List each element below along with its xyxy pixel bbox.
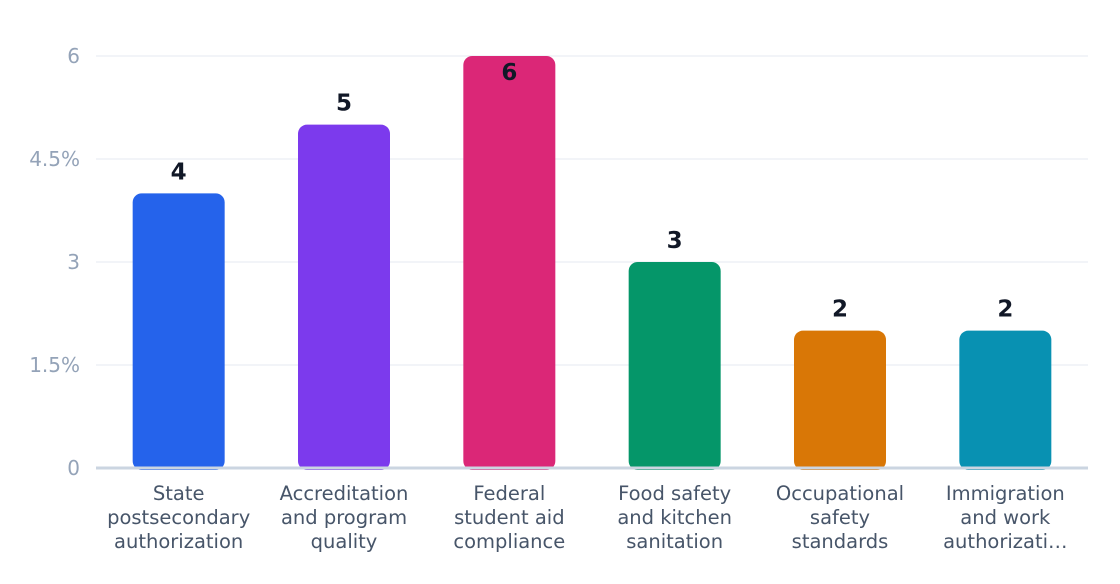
bar [959,330,1052,470]
y-tick-label: 1.5% [29,353,80,377]
x-tick-label: Food safety [618,482,731,505]
y-tick-label: 0 [67,456,80,480]
bars [132,56,1052,471]
x-tick-label: quality [311,530,378,553]
y-tick-label: 3 [67,250,80,274]
x-tick-label: Occupational [776,482,904,505]
x-tick-label: standards [792,530,889,553]
x-tick-label: Immigration [946,482,1065,505]
y-tick-label: 4.5% [29,147,80,171]
bar [298,124,390,471]
bar [794,330,886,470]
data-label: 2 [832,297,848,323]
x-tick-label: Federal [473,482,545,505]
x-tick-label: postsecondary [107,506,250,529]
data-label: 3 [667,228,683,254]
x-tick-label: safety [810,506,870,529]
bar [628,262,721,470]
x-tick-label: student aid [454,506,565,529]
x-tick-label: Accreditation [280,482,409,505]
y-axis-ticks: 0 1.5% 3 4.5% 6 [29,44,80,480]
bar [132,193,225,471]
bar [463,56,556,470]
x-tick-label: sanitation [626,530,723,553]
x-tick-label: and work [960,506,1051,529]
data-label: 6 [501,60,517,86]
x-tick-label: and kitchen [617,506,732,529]
data-label: 4 [171,159,187,185]
x-tick-label: authorizati… [943,530,1067,553]
x-tick-label: compliance [453,530,565,553]
y-tick-label: 6 [67,44,80,68]
gridlines [96,55,1088,366]
x-tick-label: and program [281,506,407,529]
x-tick-label: State [153,482,205,505]
x-tick-label: authorization [114,530,243,553]
data-label: 5 [336,91,352,117]
data-label: 2 [997,297,1013,323]
data-labels: 4 5 6 3 2 2 [171,60,1014,323]
